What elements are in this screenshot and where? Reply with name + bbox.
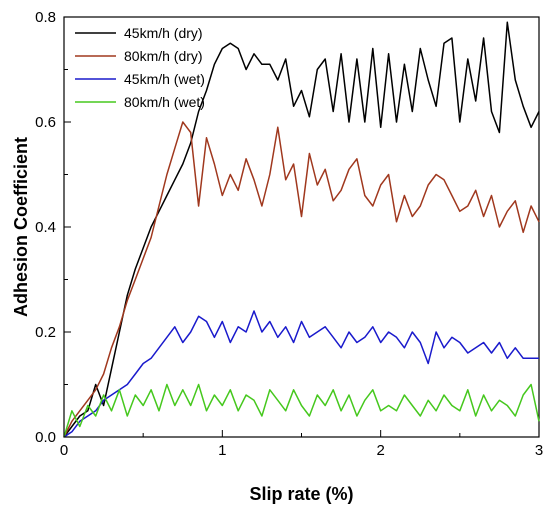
x-tick-label: 1	[218, 442, 226, 459]
y-tick-label: 0.0	[35, 429, 56, 446]
y-tick-label: 0.4	[35, 219, 56, 236]
series-line-4	[63, 383, 540, 438]
x-tick-label: 3	[535, 442, 543, 459]
x-tick-label: 0	[60, 442, 68, 459]
legend-label: 45km/h (dry)	[124, 25, 203, 41]
x-axis-ticks: 0 1 2 3	[60, 430, 543, 459]
legend-label: 80km/h (wet)	[124, 94, 205, 110]
legend-label: 80km/h (dry)	[124, 48, 203, 64]
y-tick-label: 0.8	[35, 9, 56, 26]
y-tick-label: 0.2	[35, 324, 56, 341]
legend: 45km/h (dry) 80km/h (dry) 45km/h (wet) 80km…	[75, 25, 205, 110]
series-layer	[63, 21, 540, 438]
y-tick-label: 0.6	[35, 114, 56, 131]
legend-label: 45km/h (wet)	[124, 71, 205, 87]
series-line-1	[63, 21, 540, 438]
x-axis-title: Slip rate (%)	[249, 484, 353, 504]
y-axis-ticks: 0.0 0.2 0.4 0.6 0.8	[35, 9, 71, 446]
series-line-2	[63, 121, 540, 438]
x-tick-label: 2	[376, 442, 384, 459]
series-line-3	[63, 310, 539, 438]
y-axis-title: Adhesion Coefficient	[11, 137, 31, 317]
